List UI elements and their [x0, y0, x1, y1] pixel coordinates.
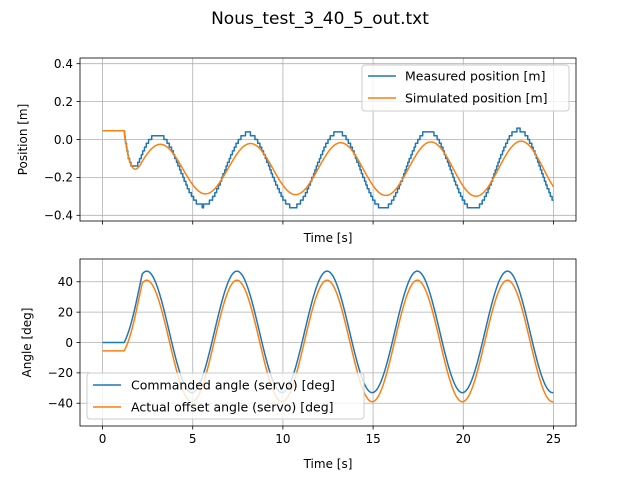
y-tick-label: 20	[58, 305, 73, 319]
legend-label-commanded: Commanded angle (servo) [deg]	[131, 378, 335, 393]
y-tick-label: −0.2	[44, 171, 73, 185]
angle-ticks: 0 5 10 15 20 25 40 20 0 −20 −40	[48, 275, 561, 446]
y-tick-label: 0.0	[54, 133, 73, 147]
position-legend: Measured position [m] Simulated position…	[361, 64, 570, 112]
y-tick-label: 0.4	[54, 57, 73, 71]
legend-label-simulated: Simulated position [m]	[405, 91, 548, 106]
y-tick-label: −20	[48, 366, 73, 380]
x-tick-label: 10	[275, 432, 290, 446]
legend-label-measured: Measured position [m]	[405, 69, 545, 84]
y-tick-label: −0.4	[44, 209, 73, 223]
position-axes: 0.40.20.0−0.2−0.4 Time [s] Position [m] …	[16, 57, 577, 245]
series-line-position-1	[102, 127, 554, 209]
figure-title: Nous_test_3_40_5_out.txt	[211, 9, 429, 29]
legend-label-actual: Actual offset angle (servo) [deg]	[131, 400, 334, 415]
angle-axes: 0 5 10 15 20 25 40 20 0 −20 −40 Time [s] Angle [de…	[20, 258, 577, 471]
y-tick-label: −40	[48, 397, 73, 411]
x-tick-label: 25	[546, 432, 561, 446]
x-tick-label: 5	[189, 432, 197, 446]
x-tick-label: 0	[99, 432, 107, 446]
angle-xlabel: Time [s]	[303, 457, 353, 471]
angle-legend: Commanded angle (servo) [deg] Actual off…	[86, 372, 365, 420]
series-line-angle-1	[102, 270, 554, 394]
x-tick-label: 20	[456, 432, 471, 446]
position-series-lines	[102, 127, 555, 209]
angle-ylabel: Angle [deg]	[20, 308, 34, 378]
y-tick-label: 40	[58, 275, 73, 289]
x-tick-label: 15	[365, 432, 380, 446]
y-tick-label: 0.2	[54, 95, 73, 109]
y-tick-label: 0	[65, 336, 73, 350]
position-xlabel: Time [s]	[303, 231, 353, 245]
series-line-position-2	[102, 130, 555, 197]
position-ylabel: Position [m]	[16, 104, 30, 176]
position-ticks: 0.4 0.2 0.0 −0.2 −0.4	[44, 57, 554, 225]
